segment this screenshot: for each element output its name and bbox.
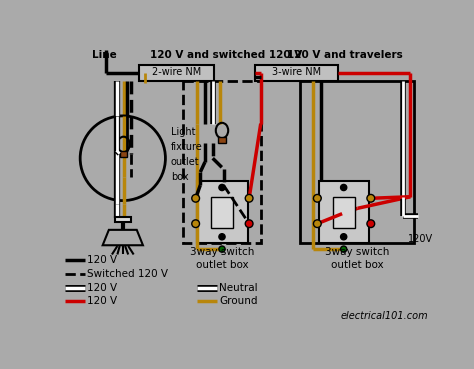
Bar	[218, 137, 226, 143]
Text: 3-wire NM: 3-wire NM	[272, 67, 321, 77]
Circle shape	[313, 194, 321, 202]
Circle shape	[192, 220, 200, 228]
Circle shape	[341, 234, 347, 240]
Text: Light
fixture
outlet
box: Light fixture outlet box	[171, 127, 202, 182]
Circle shape	[341, 246, 347, 252]
Bar	[319, 181, 369, 243]
Text: 120 V: 120 V	[87, 283, 117, 293]
Circle shape	[219, 184, 225, 190]
Circle shape	[367, 220, 374, 228]
Circle shape	[313, 220, 321, 228]
Bar	[300, 81, 414, 243]
Text: 120 V: 120 V	[87, 255, 117, 265]
Circle shape	[245, 194, 253, 202]
Circle shape	[192, 194, 200, 202]
Text: Neutral: Neutral	[219, 283, 257, 293]
Text: 120 V: 120 V	[87, 296, 117, 307]
Text: electrical101.com: electrical101.com	[341, 311, 428, 321]
Text: Line: Line	[92, 51, 117, 61]
Text: 3way switch
outlet box: 3way switch outlet box	[190, 247, 254, 270]
Text: 120V: 120V	[408, 234, 433, 244]
Bar	[139, 65, 214, 81]
Bar	[211, 197, 233, 228]
Bar	[183, 81, 261, 243]
Text: 120 V and travelers: 120 V and travelers	[287, 51, 402, 61]
Circle shape	[219, 234, 225, 240]
Bar	[197, 181, 247, 243]
Circle shape	[367, 194, 374, 202]
Circle shape	[341, 184, 347, 190]
Text: 2-wire NM: 2-wire NM	[152, 67, 201, 77]
Text: Switched 120 V: Switched 120 V	[87, 269, 168, 279]
Bar	[115, 217, 130, 222]
Circle shape	[245, 220, 253, 228]
Text: 120 V and switched 120 V: 120 V and switched 120 V	[150, 51, 302, 61]
Text: Ground: Ground	[219, 296, 257, 307]
Bar	[120, 151, 128, 158]
Circle shape	[219, 246, 225, 252]
Text: 3way switch
outlet box: 3way switch outlet box	[325, 247, 389, 270]
Bar	[333, 197, 355, 228]
Bar	[255, 65, 338, 81]
